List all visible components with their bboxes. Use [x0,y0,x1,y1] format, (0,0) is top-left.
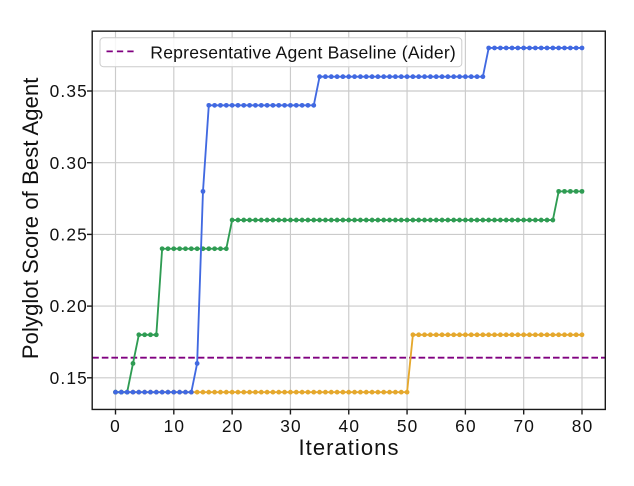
svg-text:0.20: 0.20 [50,296,88,316]
svg-text:0: 0 [110,416,121,436]
svg-text:0.30: 0.30 [50,153,88,173]
svg-text:40: 40 [339,416,361,436]
svg-text:70: 70 [513,416,535,436]
svg-text:10: 10 [164,416,186,436]
svg-text:50: 50 [397,416,419,436]
svg-text:Representative Agent Baseline: Representative Agent Baseline (Aider) [150,43,456,63]
svg-text:0.35: 0.35 [50,81,88,101]
svg-text:80: 80 [572,416,594,436]
svg-text:Iterations: Iterations [299,435,400,460]
svg-text:0.25: 0.25 [50,225,88,245]
svg-text:60: 60 [455,416,477,436]
svg-text:Polyglot Score of Best Agent: Polyglot Score of Best Agent [18,77,43,359]
svg-text:30: 30 [280,416,302,436]
svg-text:20: 20 [222,416,244,436]
svg-text:0.15: 0.15 [50,368,88,388]
